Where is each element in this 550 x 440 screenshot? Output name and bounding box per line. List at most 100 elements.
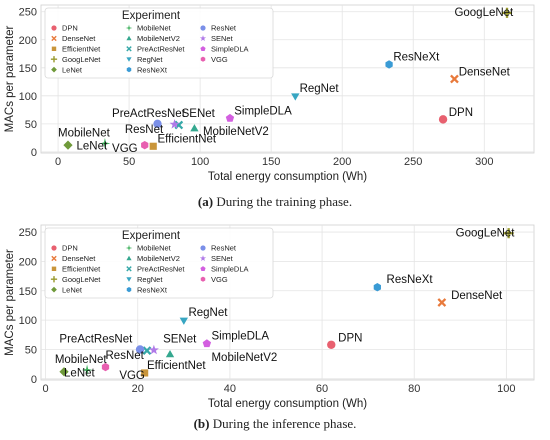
legend-entry-label: PreActResNet (137, 45, 185, 54)
legend-entry-label: ResNeXt (137, 65, 168, 74)
y-tick-label: 100 (19, 91, 37, 103)
y-axis-label: MACs per parameter (4, 25, 16, 132)
x-tick-label: 0 (55, 156, 61, 168)
data-point (99, 138, 111, 149)
point-label: RegNet (300, 83, 340, 95)
legend-marker (51, 35, 57, 42)
legend-marker (199, 35, 207, 42)
x-axis-label: Total energy consumption (Wh) (208, 171, 367, 183)
y-tick-label: 150 (19, 63, 37, 75)
legend-entry-label: LeNet (62, 285, 83, 294)
data-point (135, 345, 145, 354)
data-point (202, 339, 212, 348)
point-label: GoogLeNet (454, 7, 514, 19)
legend-entry-label: GoogLeNet (62, 275, 101, 284)
data-point (165, 349, 175, 358)
x-tick-label: 100 (191, 156, 209, 168)
point-label: LeNet (77, 141, 108, 153)
data-point (450, 74, 459, 84)
legend-entry-label: EfficientNet (62, 265, 101, 274)
point-label: VGG (112, 143, 138, 155)
legend-title: Experiment (122, 10, 181, 22)
x-axis-label: Total energy consumption (Wh) (208, 398, 367, 410)
legend-entry-label: VGG (211, 275, 228, 284)
legend-entry-label: DPN (62, 24, 78, 33)
data-point (148, 344, 159, 355)
point-label: GoogLeNet (456, 228, 516, 240)
point-label: DPN (449, 107, 473, 119)
data-point (225, 113, 235, 122)
data-point (141, 369, 149, 377)
y-tick-label: 150 (19, 286, 37, 298)
x-tick-label: 80 (408, 383, 420, 395)
point-label: ResNet (106, 350, 145, 362)
legend-marker (200, 25, 206, 31)
legend-entry-label: SimpleDLA (211, 265, 249, 274)
legend-marker (126, 287, 132, 293)
point-label: MobileNetV2 (203, 126, 269, 138)
legend-entry-label: VGG (211, 55, 228, 64)
legend-marker (199, 255, 207, 262)
x-tick-label: 60 (316, 383, 328, 395)
legend-entry-label: PreActResNet (137, 265, 185, 274)
point-label: MobileNet (58, 128, 111, 140)
legend-marker (125, 24, 133, 32)
legend-marker (200, 245, 206, 251)
y-tick-label: 250 (19, 7, 37, 19)
x-tick-label: 100 (497, 383, 515, 395)
legend-marker (126, 57, 132, 62)
legend-marker (51, 25, 57, 31)
legend-entry-label: EfficientNet (62, 45, 101, 54)
point-label: SENet (182, 108, 216, 120)
legend-marker (126, 46, 132, 52)
legend-entry-label: RegNet (137, 55, 163, 64)
y-tick-label: 50 (25, 344, 37, 356)
y-axis-label: MACs per parameter (4, 249, 16, 356)
x-tick-label: 250 (404, 156, 422, 168)
point-label: PreActResNet (59, 333, 133, 345)
data-point (437, 298, 447, 307)
x-tick-label: 40 (224, 383, 236, 395)
legend-marker (126, 67, 132, 73)
legend-marker (50, 56, 58, 63)
data-point (190, 124, 199, 132)
data-point (169, 119, 180, 129)
point-label: PreActResNet (112, 108, 186, 120)
point-label: DenseNet (459, 67, 511, 79)
data-point (141, 140, 149, 150)
legend-marker (126, 266, 132, 272)
chart-panel-a: 0 50 100 150 200 250 300 0 50 100 150 200 250 Total e… (4, 4, 535, 209)
data-point (59, 367, 69, 377)
legend-entry-label: SENet (211, 34, 234, 43)
data-point (291, 93, 300, 101)
data-point (153, 119, 162, 129)
point-label: MobileNetV2 (211, 352, 277, 364)
data-point (501, 7, 513, 18)
x-tick-label: 200 (333, 156, 351, 168)
y-tick-label: 100 (19, 315, 37, 327)
legend-title: Experiment (122, 230, 181, 242)
data-point (385, 60, 393, 69)
point-label: SimpleDLA (211, 330, 269, 342)
point-label: ResNeXt (393, 52, 440, 64)
chart-panel-b: 0 20 40 60 80 100 0 50 100 150 200 250 Total energy … (4, 224, 535, 431)
caption-letter: (a) (198, 194, 213, 209)
point-label: ResNeXt (387, 274, 434, 286)
panel-caption: (b) During the inference phase. (194, 416, 357, 431)
y-tick-label: 250 (19, 227, 37, 239)
legend-entry-label: SimpleDLA (211, 45, 249, 54)
point-label: SimpleDLA (234, 105, 292, 117)
point-label: SENet (163, 333, 197, 345)
point-label: MobileNet (55, 354, 108, 366)
legend-entry-label: ResNet (211, 244, 237, 253)
legend-marker (51, 245, 57, 251)
legend-marker (51, 255, 57, 262)
legend-marker (200, 266, 206, 272)
legend-entry-label: GoogLeNet (62, 55, 101, 64)
point-label: EfficientNet (147, 360, 206, 372)
legend-entry-label: ResNet (211, 24, 237, 33)
y-tick-label: 50 (25, 119, 37, 131)
point-label: DPN (338, 332, 362, 344)
legend-entry-label: ResNeXt (137, 285, 168, 294)
